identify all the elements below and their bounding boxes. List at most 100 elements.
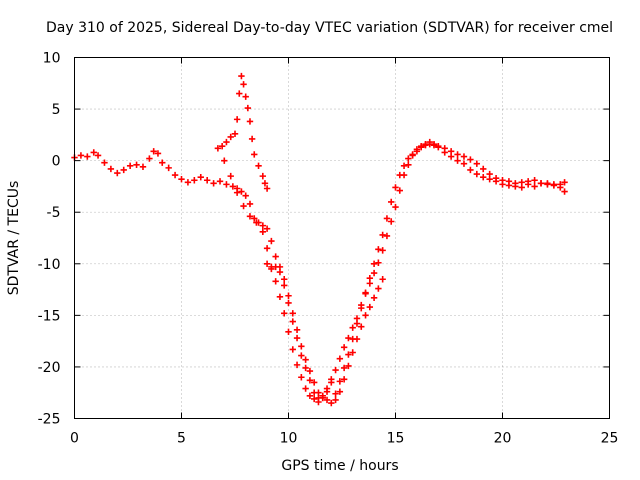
data-point: [306, 392, 314, 400]
data-point: [165, 164, 172, 172]
data-point: [298, 352, 305, 359]
series-4: [332, 276, 386, 404]
data-point: [276, 268, 284, 276]
y-tick-label: -10: [38, 257, 61, 273]
series-3: [263, 260, 335, 402]
data-point: [233, 116, 241, 123]
data-point: [302, 356, 309, 363]
data-point: [253, 219, 260, 226]
data-point: [272, 253, 279, 260]
data-point: [405, 161, 412, 168]
data-point: [362, 312, 369, 319]
data-point: [268, 265, 275, 273]
data-point: [218, 143, 226, 150]
data-point: [345, 334, 352, 342]
data-point: [505, 178, 513, 185]
y-axis-label: SDTVAR / TECUs: [6, 181, 22, 296]
data-point: [120, 166, 127, 174]
x-axis-label: GPS time / hours: [281, 458, 398, 474]
data-point: [281, 282, 288, 289]
data-point: [246, 213, 254, 220]
data-point: [460, 153, 468, 160]
data-point: [231, 130, 239, 138]
data-point: [302, 364, 309, 372]
data-point: [306, 377, 314, 384]
data-point: [246, 118, 254, 125]
data-point: [285, 328, 292, 336]
y-tick-label: 0: [52, 154, 61, 170]
data-point: [392, 184, 399, 191]
data-point: [537, 180, 545, 187]
data-point: [396, 187, 403, 194]
data-point: [285, 299, 292, 307]
data-point: [268, 237, 275, 245]
data-point: [561, 188, 568, 195]
data-point: [242, 192, 249, 199]
data-point: [396, 171, 403, 179]
data-point: [77, 152, 85, 159]
data-point: [379, 247, 386, 254]
data-point: [332, 390, 339, 397]
data-point: [336, 378, 344, 385]
data-point: [422, 141, 429, 149]
data-point: [323, 396, 331, 404]
data-point: [263, 225, 271, 232]
data-point: [362, 289, 369, 296]
y-tick-label: -15: [38, 308, 61, 324]
data-point: [310, 379, 318, 386]
data-point: [146, 155, 153, 162]
data-point: [150, 148, 157, 155]
series-1: [214, 72, 271, 192]
data-point: [184, 179, 192, 186]
data-point: [392, 203, 399, 211]
data-point: [499, 177, 506, 184]
data-point: [349, 324, 356, 331]
data-point: [550, 181, 558, 188]
data-point: [557, 181, 564, 188]
data-point: [413, 148, 421, 155]
data-point: [383, 215, 391, 222]
data-point: [227, 133, 234, 141]
data-point: [210, 180, 217, 187]
data-point: [293, 326, 301, 333]
data-point: [259, 228, 267, 236]
data-point: [473, 160, 481, 167]
x-tick-label: 20: [494, 431, 512, 447]
data-point: [480, 173, 487, 181]
data-point: [263, 185, 271, 192]
data-point: [236, 90, 243, 97]
data-point: [289, 310, 296, 317]
data-point: [409, 151, 416, 158]
data-point: [379, 276, 386, 283]
data-point: [441, 145, 448, 152]
data-point: [107, 165, 115, 173]
y-tick-label: -5: [47, 205, 61, 221]
data-point: [298, 374, 305, 381]
data-point: [246, 200, 254, 208]
data-point: [197, 173, 204, 181]
data-point: [263, 245, 271, 252]
data-point: [223, 138, 230, 146]
data-point: [261, 180, 269, 187]
data-point: [370, 260, 378, 267]
y-tick-label: 10: [43, 51, 61, 67]
data-point: [229, 183, 237, 190]
data-point: [400, 162, 408, 169]
x-tick-label: 15: [387, 431, 405, 447]
data-point: [388, 218, 395, 225]
data-point: [191, 177, 198, 184]
data-point: [233, 189, 241, 196]
data-point: [460, 160, 468, 167]
data-point: [289, 318, 296, 325]
data-layer: [71, 72, 568, 407]
y-tick-label: 5: [52, 102, 61, 118]
data-point: [345, 362, 352, 370]
data-point: [238, 72, 245, 80]
data-point: [94, 152, 102, 159]
data-point: [281, 276, 288, 283]
data-point: [405, 155, 412, 162]
data-point: [101, 159, 108, 166]
data-point: [240, 202, 247, 210]
data-point: [139, 163, 147, 171]
data-point: [251, 151, 258, 158]
